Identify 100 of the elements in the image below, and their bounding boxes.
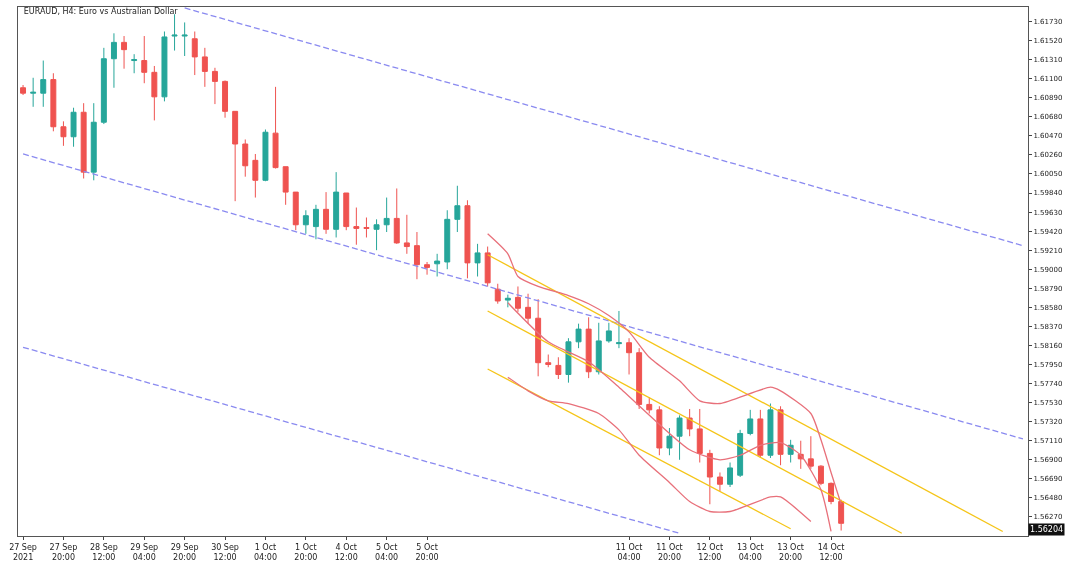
x-tick-label: 29 Sep 04:00 xyxy=(130,542,159,562)
candlestick xyxy=(535,298,542,377)
candlestick xyxy=(464,199,471,279)
candlestick xyxy=(100,47,107,125)
candlestick xyxy=(403,214,410,255)
candlestick xyxy=(323,191,330,235)
candlestick xyxy=(636,347,643,410)
candlestick xyxy=(20,84,27,96)
x-tick-label: 13 Oct 20:00 xyxy=(777,542,804,562)
candlestick xyxy=(383,197,390,233)
x-tick-label: 1 Oct 20:00 xyxy=(294,542,318,562)
candlestick xyxy=(676,414,683,461)
candlestick xyxy=(222,80,229,119)
candlestick xyxy=(595,322,602,375)
candlestick xyxy=(232,110,239,202)
x-tick-label: 28 Sep 12:00 xyxy=(89,542,118,562)
candlestick xyxy=(201,47,208,88)
text: 1.56204 xyxy=(1030,525,1064,534)
candlestick xyxy=(807,435,814,470)
candlestick xyxy=(343,192,350,231)
candlestick xyxy=(838,499,845,532)
candlestick xyxy=(525,293,532,325)
candlestick xyxy=(413,231,420,280)
candlestick xyxy=(757,409,764,459)
candlestick xyxy=(605,322,612,344)
candlestick xyxy=(474,243,481,277)
x-tick-label: 13 Oct 04:00 xyxy=(736,542,764,562)
candlestick xyxy=(514,285,521,313)
candlestick xyxy=(817,464,824,486)
candlestick xyxy=(727,462,734,488)
candlestick xyxy=(424,261,431,276)
candlestick xyxy=(252,153,259,199)
candlestick xyxy=(494,283,501,305)
candlestick xyxy=(60,120,67,147)
candlestick xyxy=(696,408,703,463)
candlestick xyxy=(40,60,47,108)
candlestick xyxy=(454,185,461,233)
candlestick xyxy=(302,209,309,235)
candlestick xyxy=(242,138,249,178)
candlestick xyxy=(393,187,400,245)
x-tick-label: 27 Sep 20:00 xyxy=(49,542,78,562)
candlestick xyxy=(767,403,774,459)
candlestick xyxy=(615,310,622,349)
candlestick xyxy=(90,102,97,181)
candlestick xyxy=(716,471,723,493)
candlestick xyxy=(151,65,158,121)
x-tick-label: 12 Oct 12:00 xyxy=(696,542,724,562)
candlestick xyxy=(828,481,835,505)
candlestick xyxy=(737,429,744,478)
candlestick xyxy=(282,166,289,206)
candlestick xyxy=(272,86,279,170)
candlestick xyxy=(747,409,754,436)
x-tick-label: 5 Oct 04:00 xyxy=(375,542,399,562)
candlestick xyxy=(121,35,128,70)
candlestick xyxy=(363,217,370,238)
candlestick xyxy=(434,253,441,277)
candlestick xyxy=(292,191,299,231)
candlestick xyxy=(171,13,178,52)
candlestick xyxy=(626,337,633,375)
x-tick-label: 4 Oct 12:00 xyxy=(334,542,358,562)
candlestick xyxy=(585,316,592,379)
candlestick xyxy=(373,218,380,251)
candlestick xyxy=(30,77,37,108)
candlestick xyxy=(50,72,57,132)
candlestick xyxy=(181,21,188,57)
candlestick xyxy=(161,31,168,102)
candlestick xyxy=(686,408,693,437)
candlestick xyxy=(110,32,117,89)
x-tick-label: 30 Sep 12:00 xyxy=(211,542,239,562)
candlestick xyxy=(191,31,198,76)
candlestick xyxy=(131,53,138,74)
candlestick xyxy=(545,354,552,368)
line-series xyxy=(507,302,832,533)
candlestick xyxy=(777,405,784,466)
candlestick xyxy=(312,204,319,240)
line-series xyxy=(507,376,812,523)
candlestick xyxy=(211,67,218,105)
x-tick-label: 11 Oct 20:00 xyxy=(656,542,683,562)
chart-title: EURAUD, H4: Euro vs Australian Dollar xyxy=(23,7,179,17)
x-tick-label: 29 Sep 20:00 xyxy=(170,542,199,562)
candlestick xyxy=(262,129,269,182)
x-tick-label: 27 Sep 2021 xyxy=(9,542,37,562)
candlestick xyxy=(444,209,451,270)
candlestick xyxy=(555,356,562,380)
x-tick-label: 1 Oct 04:00 xyxy=(253,542,277,562)
candlestick xyxy=(575,323,582,349)
candlestick xyxy=(504,294,511,308)
x-tick-label: 5 Oct 20:00 xyxy=(415,542,439,562)
candlestick xyxy=(565,337,572,384)
candlestick xyxy=(333,171,340,238)
candlestick xyxy=(646,396,653,414)
candlestick xyxy=(141,35,148,84)
x-tick-label: 11 Oct 04:00 xyxy=(615,542,643,562)
candlestick xyxy=(353,207,360,246)
x-tick-label: 14 Oct 12:00 xyxy=(817,542,845,562)
candlestick xyxy=(484,246,491,287)
line-series xyxy=(487,233,842,505)
candlestick xyxy=(706,449,713,505)
candlestick xyxy=(70,107,77,148)
candlestick xyxy=(80,102,87,179)
